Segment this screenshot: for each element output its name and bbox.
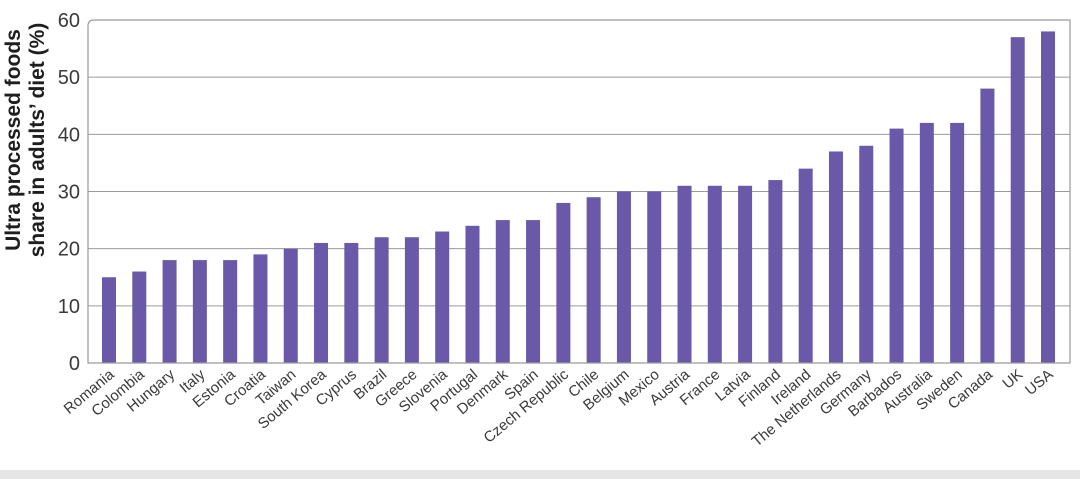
bar <box>647 191 662 363</box>
y-axis-title-line-2: share in adults’ diet (%) <box>26 23 49 258</box>
bar <box>283 248 298 363</box>
y-axis-title: Ultra processed foods share in adults’ d… <box>2 23 49 258</box>
bar <box>344 242 359 363</box>
x-tick-label: USA <box>1022 366 1057 399</box>
bar <box>950 122 965 364</box>
y-tick-label: 50 <box>58 67 80 89</box>
plot-area-frame <box>87 19 1071 364</box>
y-tick-label: 60 <box>58 10 80 32</box>
bar <box>253 254 268 363</box>
bar <box>1041 31 1055 364</box>
bar <box>223 260 238 363</box>
bar <box>314 242 329 363</box>
bar <box>192 260 207 363</box>
bar <box>162 260 177 363</box>
bar <box>1010 37 1025 364</box>
y-tick-label: 30 <box>58 182 80 204</box>
bar <box>980 88 995 363</box>
bar <box>677 185 692 363</box>
bar <box>768 180 783 363</box>
y-tick-label: 20 <box>58 239 80 261</box>
y-tick-label: 0 <box>69 353 80 375</box>
bar <box>859 145 874 363</box>
bar <box>738 185 753 363</box>
bar <box>102 277 116 363</box>
y-tick-label: 40 <box>58 124 80 146</box>
bar <box>798 168 813 363</box>
y-tick-labels: 0 10 20 30 40 50 60 <box>58 10 80 375</box>
x-tick-labels: RomaniaColombiaHungaryItalyEstoniaCroati… <box>61 366 1057 451</box>
bar <box>889 128 904 363</box>
y-tick-label: 10 <box>58 296 80 318</box>
bar <box>374 237 389 363</box>
bars <box>102 31 1055 364</box>
bar <box>616 191 631 363</box>
bar <box>465 225 480 363</box>
bar <box>495 220 510 363</box>
x-tick-label: UK <box>999 366 1026 392</box>
bar <box>586 197 601 363</box>
bar <box>556 202 571 363</box>
bar <box>435 231 450 363</box>
bar <box>404 237 419 363</box>
bar <box>828 151 843 363</box>
y-axis-title-line-1: Ultra processed foods <box>2 29 25 251</box>
bar <box>526 220 541 363</box>
bar <box>707 185 722 363</box>
bar <box>919 122 934 364</box>
bar <box>132 271 147 363</box>
gridlines <box>88 76 1070 307</box>
